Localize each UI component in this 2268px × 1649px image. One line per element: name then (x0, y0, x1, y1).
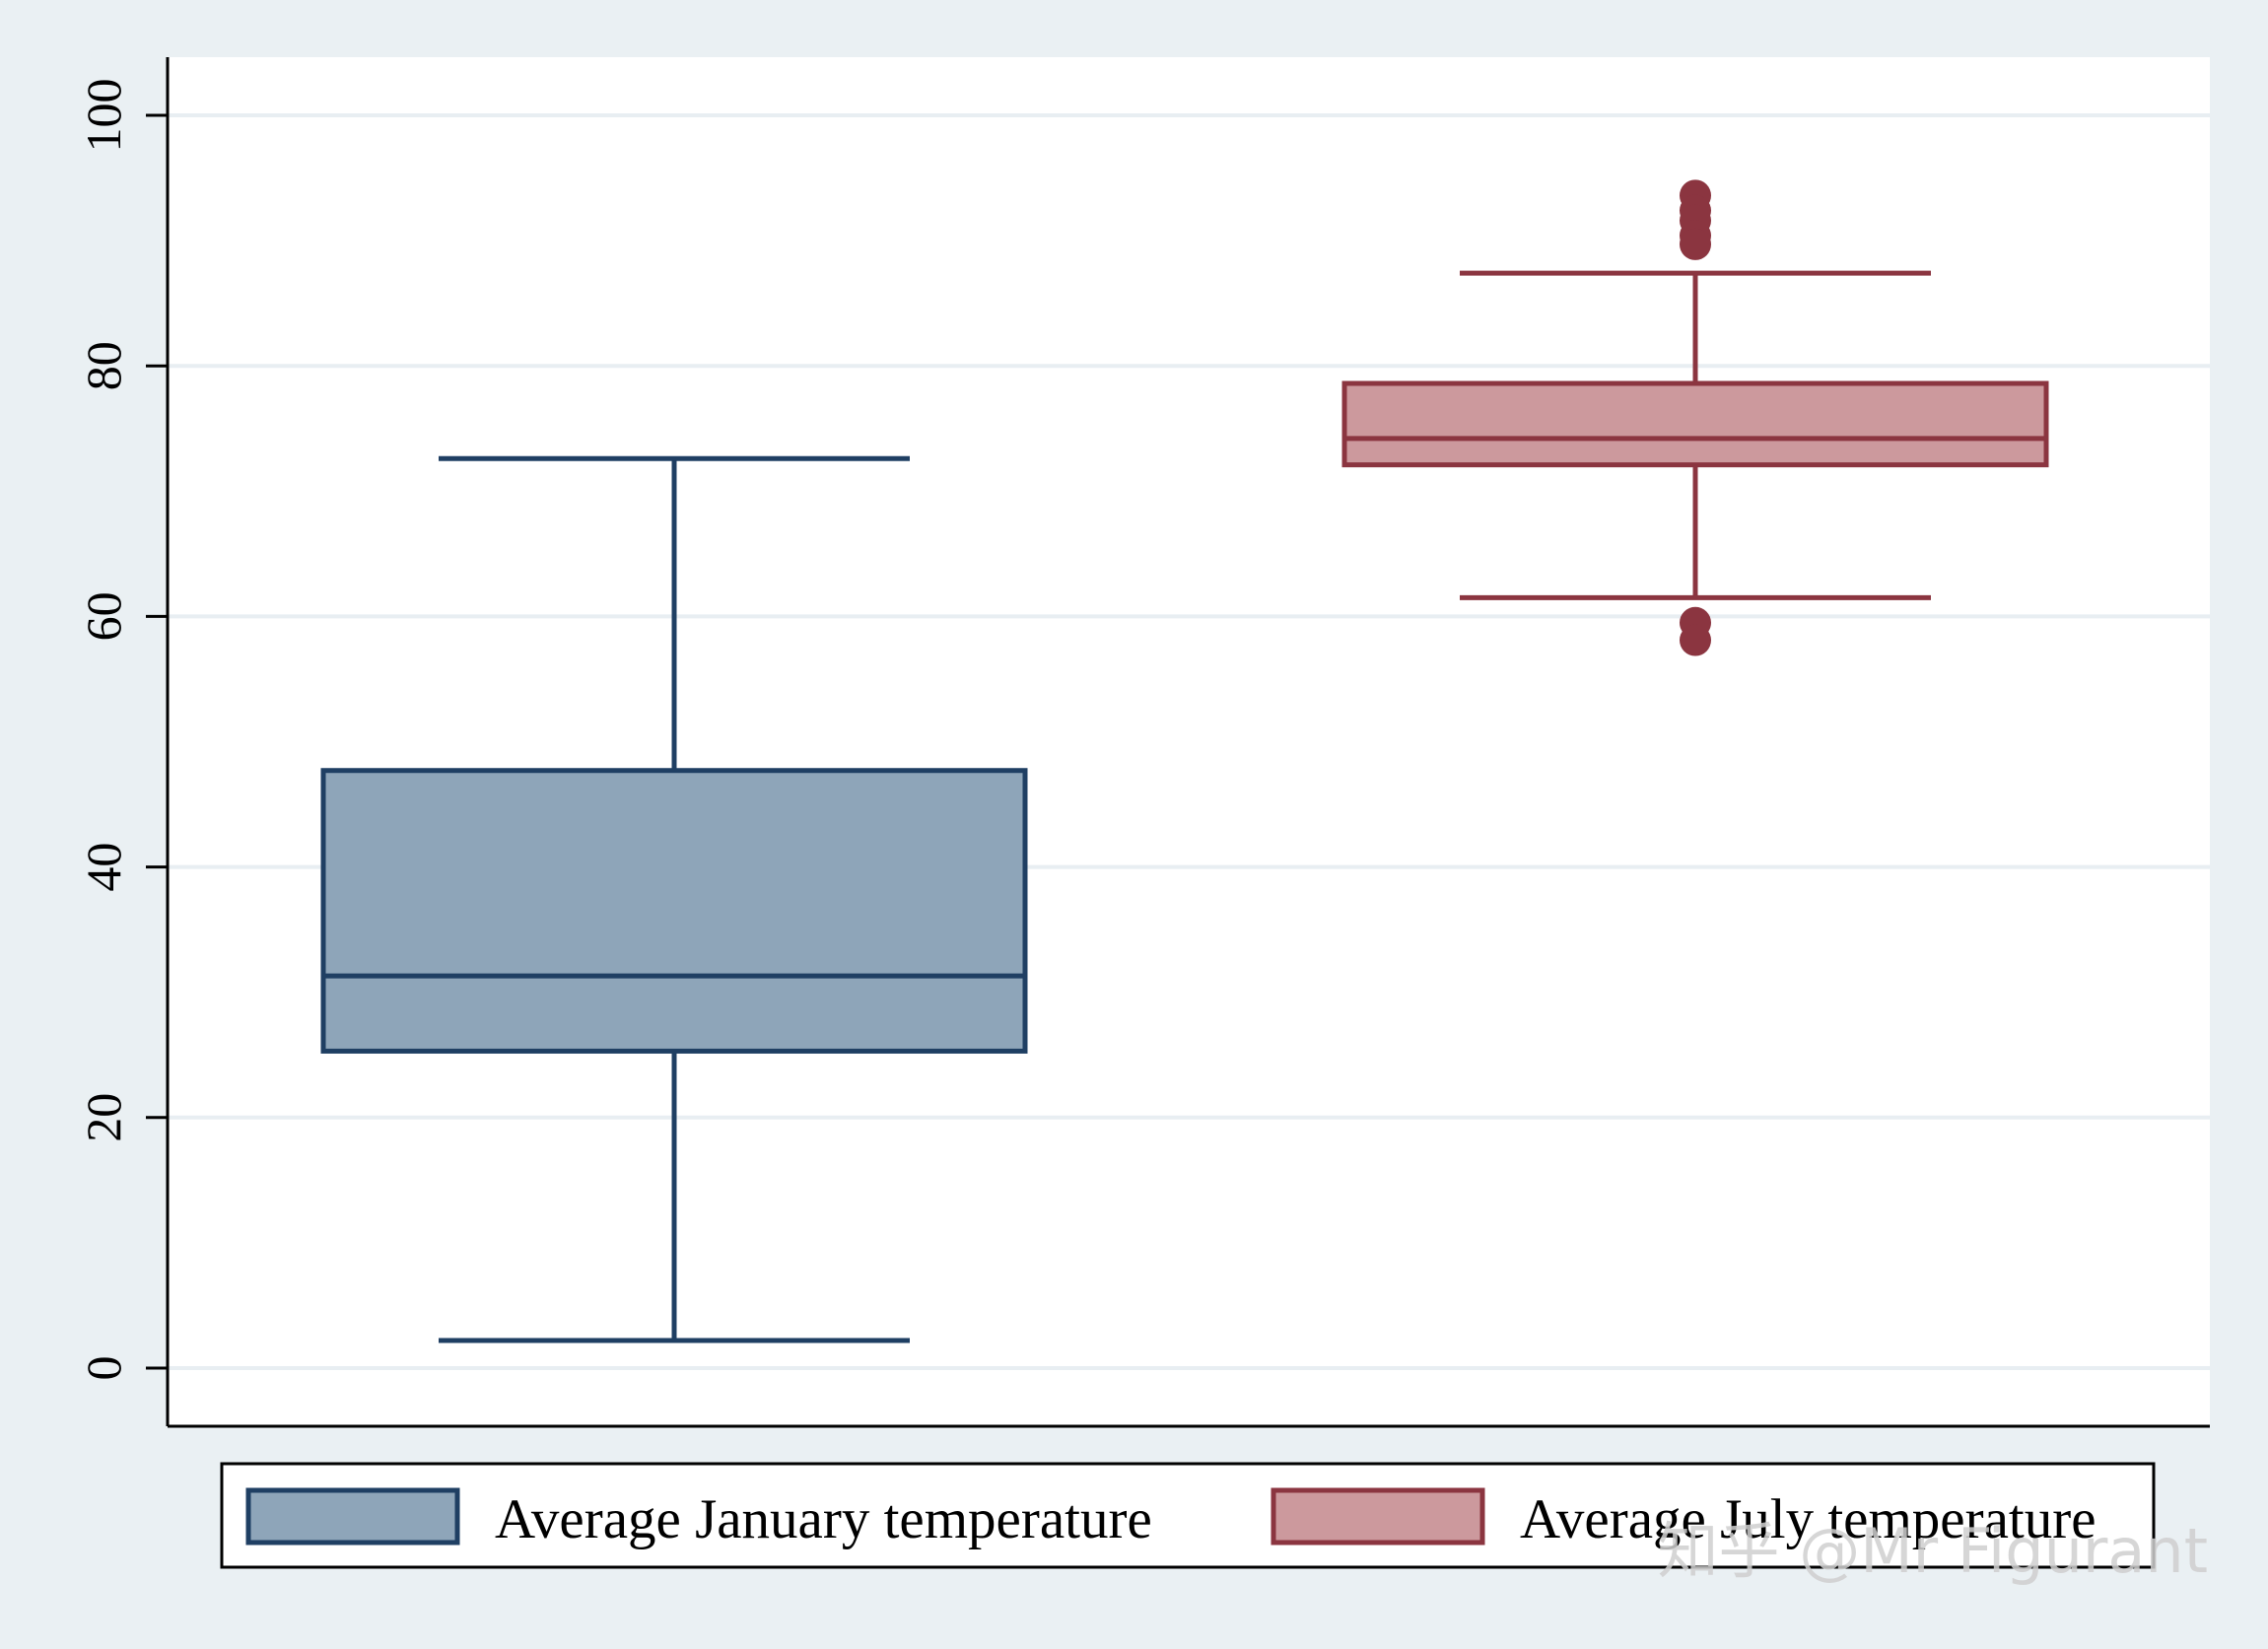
axes: 0 20 40 60 80 100 (76, 57, 2210, 1428)
legend-label-1: Average January temperature (495, 1488, 1152, 1550)
boxes (320, 179, 2049, 1343)
legend-key-1 (245, 1487, 460, 1546)
y-tick-label-60: 60 (76, 591, 131, 641)
box-iqr (320, 768, 1028, 1054)
y-tick-label-100: 100 (76, 79, 131, 153)
legend: Average January temperature Average July … (220, 1462, 2156, 1569)
plot-area (168, 57, 2210, 1426)
y-tick-label-80: 80 (76, 341, 131, 390)
legend-label-2: Average July temperature (1520, 1488, 2096, 1550)
y-tick-label-40: 40 (76, 843, 131, 892)
legend-key-2 (1271, 1487, 1485, 1546)
outlier-point (1680, 228, 1711, 260)
watermark: 知乎 @Mr Figurant (1657, 1515, 2208, 1587)
legend-frame (220, 1462, 2156, 1569)
y-tick-label-0: 0 (76, 1356, 131, 1381)
box-series-2 (1341, 179, 2049, 656)
box-series-1 (320, 455, 1028, 1343)
box-iqr (1341, 380, 2049, 468)
outlier-point (1680, 624, 1711, 656)
y-tick-label-20: 20 (76, 1093, 131, 1142)
